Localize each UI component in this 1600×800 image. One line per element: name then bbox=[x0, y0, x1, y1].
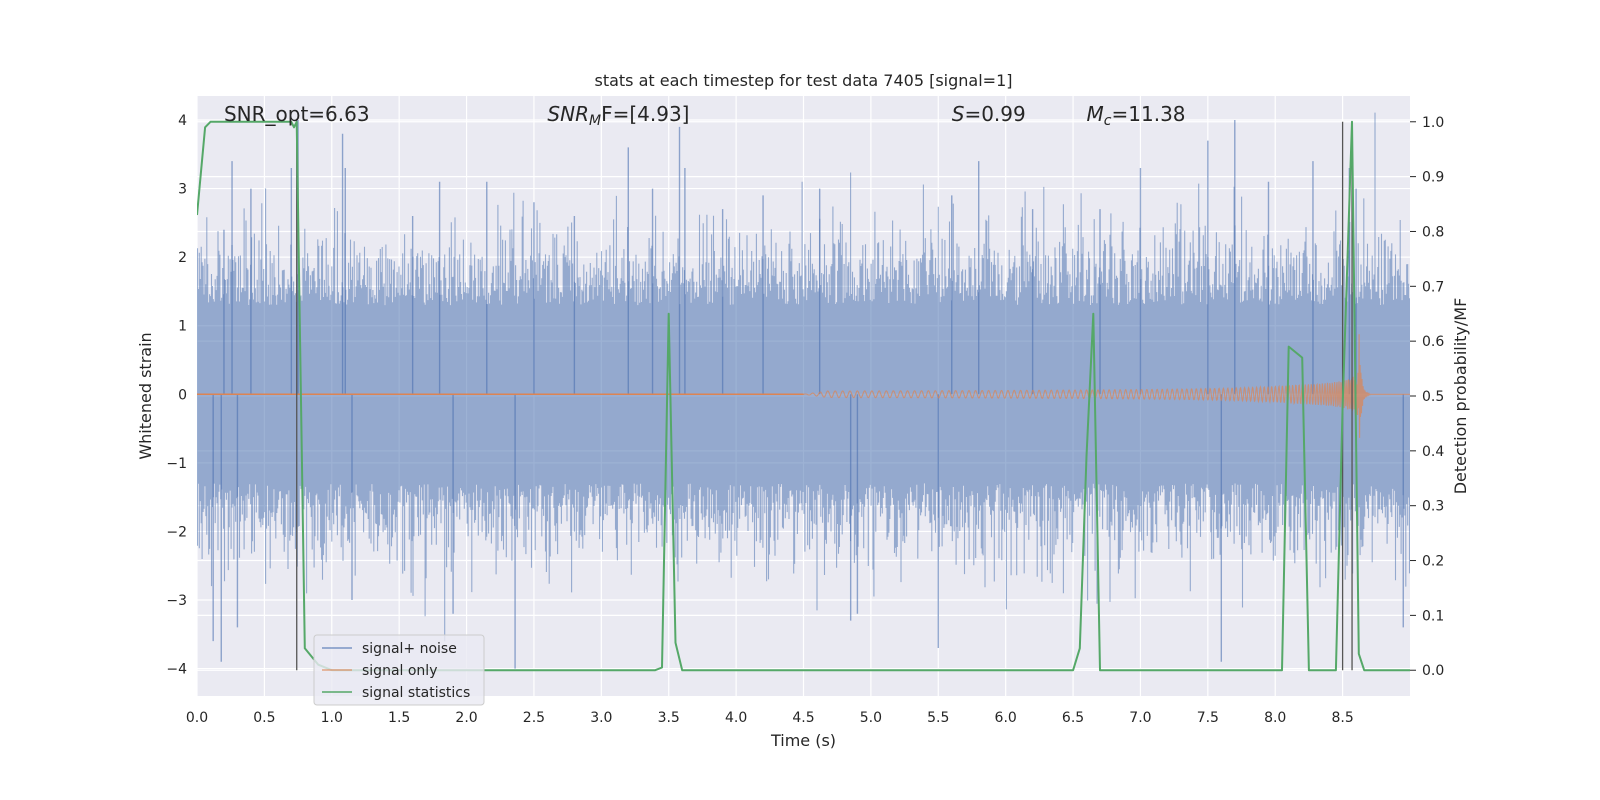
y-tick-label: −4 bbox=[166, 662, 187, 678]
x-tick-label: 5.0 bbox=[860, 710, 882, 726]
series-signal-noise bbox=[197, 112, 1410, 669]
legend-label-signal-noise: signal+ noise bbox=[362, 641, 457, 657]
annotation-mc-subscript: c bbox=[1104, 113, 1112, 129]
annotation-mc-symbol: M bbox=[1087, 102, 1104, 126]
legend-label-signal-statistics: signal statistics bbox=[362, 685, 470, 701]
y2-axis-label: Detection probability/MF bbox=[1451, 298, 1470, 495]
x-tick-label: 3.5 bbox=[658, 710, 680, 726]
y-tick-label: 1 bbox=[178, 319, 187, 335]
y-tick-label: 3 bbox=[178, 182, 187, 198]
x-tick-label: 1.0 bbox=[321, 710, 343, 726]
y-tick-label: −2 bbox=[166, 524, 187, 540]
y2-tick-label: 0.8 bbox=[1422, 224, 1444, 240]
x-tick-label: 7.5 bbox=[1197, 710, 1219, 726]
y2-tick-label: 0.5 bbox=[1422, 389, 1444, 405]
y-axis-label: Whitened strain bbox=[136, 332, 155, 459]
x-tick-label: 7.0 bbox=[1129, 710, 1151, 726]
legend: signal+ noise signal only signal statist… bbox=[313, 634, 485, 706]
y2-tick-label: 1.0 bbox=[1422, 115, 1444, 131]
x-axis-label: Time (s) bbox=[770, 731, 836, 750]
x-tick-label: 2.0 bbox=[455, 710, 477, 726]
y2-tick-label: 0.6 bbox=[1422, 334, 1444, 350]
annotation-snr-mf: SNRMF=[4.93] bbox=[547, 102, 689, 129]
x-tick-label: 0.0 bbox=[186, 710, 208, 726]
x-tick-label: 4.0 bbox=[725, 710, 747, 726]
x-axis-ticks: 0.0 0.5 1.0 1.5 2.0 2.5 3.0 3.5 4.0 4.5 5.0 5.5 6.0 6… bbox=[186, 710, 1354, 726]
x-tick-label: 5.5 bbox=[927, 710, 949, 726]
annotation-mc-value: =11.38 bbox=[1112, 102, 1186, 126]
y2-tick-label: 0.2 bbox=[1422, 554, 1444, 570]
x-tick-label: 6.0 bbox=[995, 710, 1017, 726]
y-tick-label: −3 bbox=[166, 593, 187, 609]
x-tick-label: 3.0 bbox=[590, 710, 612, 726]
legend-box bbox=[313, 634, 485, 706]
x-tick-label: 6.5 bbox=[1062, 710, 1084, 726]
signal-statistics-line bbox=[197, 120, 1410, 672]
y-tick-label: 4 bbox=[178, 113, 187, 129]
y2-tick-label: 0.1 bbox=[1422, 608, 1444, 624]
x-tick-label: 2.5 bbox=[523, 710, 545, 726]
y2-tick-label: 0.4 bbox=[1422, 444, 1444, 460]
annotation-snr-opt: SNR_opt=6.63 bbox=[224, 102, 370, 126]
y2-tick-label: 0.0 bbox=[1422, 663, 1444, 679]
annotation-snr-mf-value: F=[4.93] bbox=[601, 102, 689, 126]
y2-tick-label: 0.9 bbox=[1422, 170, 1444, 186]
y-tick-label: −1 bbox=[166, 456, 187, 472]
x-tick-label: 0.5 bbox=[253, 710, 275, 726]
chart-title: stats at each timestep for test data 740… bbox=[594, 71, 1012, 90]
x-tick-label: 8.5 bbox=[1331, 710, 1353, 726]
annotation-s-symbol: S bbox=[952, 102, 965, 126]
y2-axis-ticks: 0.0 0.1 0.2 0.3 0.4 0.5 0.6 0.7 0.8 0.9 1.0 bbox=[1410, 115, 1444, 679]
plot-content bbox=[197, 112, 1410, 672]
x-tick-label: 1.5 bbox=[388, 710, 410, 726]
x-tick-label: 4.5 bbox=[792, 710, 814, 726]
annotation-snr-mf-symbol: SNR bbox=[547, 102, 589, 126]
y-tick-label: 0 bbox=[178, 387, 187, 403]
y2-tick-label: 0.3 bbox=[1422, 499, 1444, 515]
series-signal-statistics bbox=[197, 120, 1410, 672]
annotation-s-value: =0.99 bbox=[964, 102, 1025, 126]
x-tick-label: 8.0 bbox=[1264, 710, 1286, 726]
y-tick-label: 2 bbox=[178, 250, 187, 266]
annotation-s: S=0.99 bbox=[952, 102, 1026, 126]
y-axis-ticks: −4 −3 −2 −1 0 1 2 3 4 bbox=[166, 113, 187, 678]
annotations: SNR_opt=6.63 SNRMF=[4.93] S=0.99 Mc=11.38 bbox=[224, 102, 1186, 129]
annotation-snr-mf-subscript: M bbox=[589, 113, 601, 129]
legend-label-signal-only: signal only bbox=[362, 663, 437, 679]
y2-tick-label: 0.7 bbox=[1422, 279, 1444, 295]
annotation-mc: Mc=11.38 bbox=[1087, 102, 1186, 129]
